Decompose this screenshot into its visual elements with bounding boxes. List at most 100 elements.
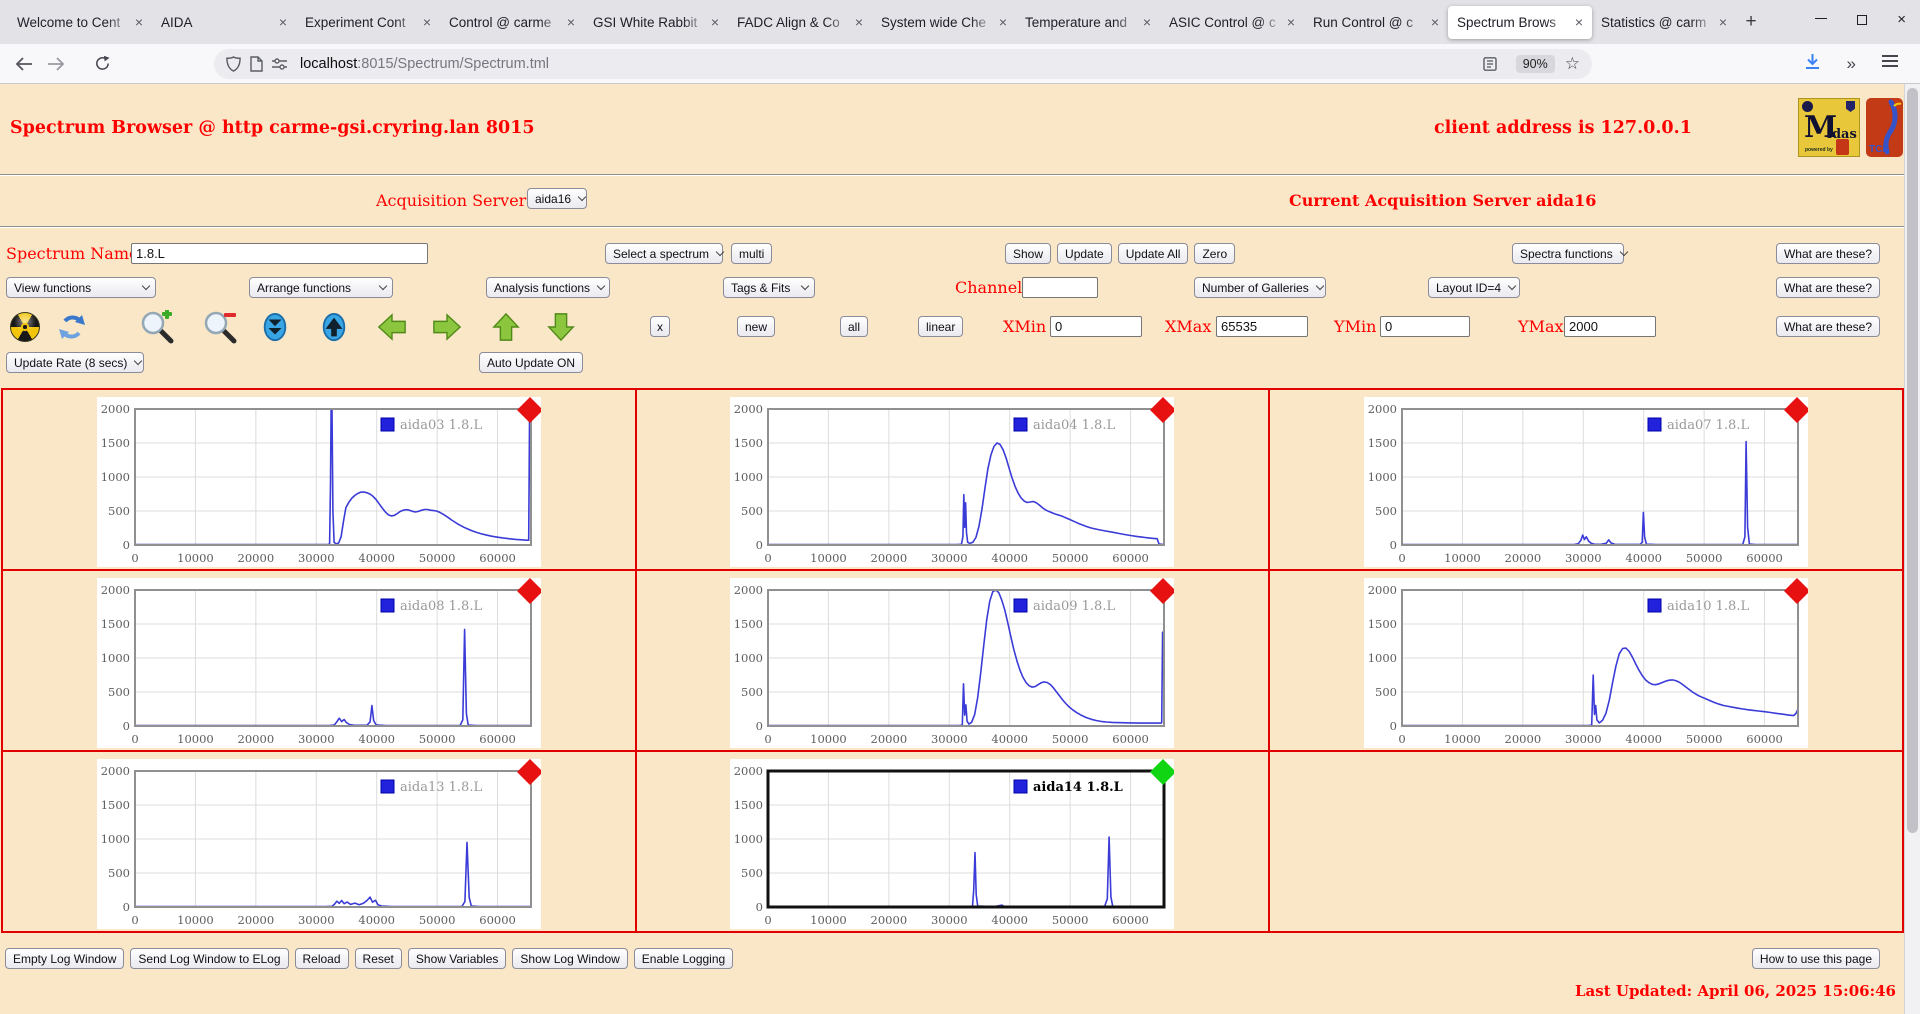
- spectrum-plot-aida08[interactable]: 0100002000030000400005000060000050010001…: [97, 578, 541, 748]
- gallery-cell-aida07[interactable]: 0100002000030000400005000060000050010001…: [1269, 389, 1903, 570]
- x-button[interactable]: x: [650, 316, 670, 337]
- ymax-input[interactable]: [1564, 316, 1656, 337]
- number-of-galleries-dropdown[interactable]: Number of Galleries: [1194, 277, 1326, 298]
- browser-tab-10[interactable]: Run Control @ c×: [1304, 6, 1448, 39]
- tags-fits-dropdown[interactable]: Tags & Fits: [723, 277, 815, 298]
- overflow-chevrons-icon[interactable]: »: [1847, 54, 1856, 74]
- arrow-up-icon[interactable]: [489, 310, 523, 344]
- arrow-left-icon[interactable]: [375, 310, 409, 344]
- zoom-level-badge[interactable]: 90%: [1516, 55, 1555, 73]
- view-functions-dropdown[interactable]: View functions: [6, 277, 156, 298]
- page-scrollbar[interactable]: [1904, 84, 1920, 1014]
- send-log-window-to-elog-button[interactable]: Send Log Window to ELog: [130, 948, 288, 969]
- reload-button[interactable]: Reload: [295, 948, 349, 969]
- radioactive-icon[interactable]: [8, 310, 42, 344]
- gallery-cell-aida03[interactable]: 0100002000030000400005000060000050010001…: [2, 389, 636, 570]
- tab-close-icon[interactable]: ×: [1143, 15, 1151, 29]
- gallery-cell-aida13[interactable]: 0100002000030000400005000060000050010001…: [2, 751, 636, 932]
- gallery-cell-aida14[interactable]: 0100002000030000400005000060000050010001…: [636, 751, 1270, 932]
- how-to-use-button[interactable]: How to use this page: [1752, 948, 1880, 969]
- analysis-functions-dropdown[interactable]: Analysis functions: [486, 277, 610, 298]
- tab-close-icon[interactable]: ×: [1575, 15, 1583, 29]
- spectrum-plot-aida03[interactable]: 0100002000030000400005000060000050010001…: [97, 397, 541, 567]
- arrow-down-icon[interactable]: [544, 310, 578, 344]
- update-all-button[interactable]: Update All: [1118, 243, 1189, 264]
- all-button[interactable]: all: [840, 316, 868, 337]
- window-maximize-icon[interactable]: [1857, 15, 1867, 25]
- tab-close-icon[interactable]: ×: [1719, 15, 1727, 29]
- gallery-cell-aida09[interactable]: 0100002000030000400005000060000050010001…: [636, 570, 1270, 751]
- arrange-functions-dropdown[interactable]: Arrange functions: [249, 277, 393, 298]
- what-are-these-button[interactable]: What are these?: [1776, 243, 1880, 264]
- spectra-functions-dropdown[interactable]: Spectra functions: [1512, 243, 1624, 264]
- window-minimize-icon[interactable]: [1815, 18, 1827, 19]
- ymin-input[interactable]: [1380, 316, 1470, 337]
- spectrum-plot-aida09[interactable]: 0100002000030000400005000060000050010001…: [730, 578, 1174, 748]
- tab-close-icon[interactable]: ×: [279, 15, 287, 29]
- gallery-cell-aida08[interactable]: 0100002000030000400005000060000050010001…: [2, 570, 636, 751]
- tab-close-icon[interactable]: ×: [711, 15, 719, 29]
- url-bar[interactable]: localhost:8015/Spectrum/Spectrum.tml 90%…: [214, 49, 1592, 79]
- zero-button[interactable]: Zero: [1194, 243, 1235, 264]
- reset-button[interactable]: Reset: [355, 948, 402, 969]
- auto-update-button[interactable]: Auto Update ON: [479, 352, 583, 373]
- browser-tab-3[interactable]: Experiment Cont×: [296, 6, 440, 39]
- forward-icon[interactable]: [40, 50, 72, 78]
- show-log-window-button[interactable]: Show Log Window: [512, 948, 627, 969]
- page-info-icon[interactable]: [250, 56, 263, 72]
- tab-close-icon[interactable]: ×: [423, 15, 431, 29]
- new-tab-button[interactable]: +: [1736, 11, 1766, 33]
- back-icon[interactable]: [8, 50, 40, 78]
- refresh-icon[interactable]: [55, 310, 89, 344]
- scroll-down-icon[interactable]: [258, 310, 292, 344]
- linear-button[interactable]: linear: [918, 316, 963, 337]
- spectrum-plot-aida13[interactable]: 0100002000030000400005000060000050010001…: [97, 759, 541, 929]
- menu-icon[interactable]: [1882, 54, 1898, 73]
- update-button[interactable]: Update: [1057, 243, 1112, 264]
- gallery-cell-aida10[interactable]: 0100002000030000400005000060000050010001…: [1269, 570, 1903, 751]
- browser-tab-12[interactable]: Statistics @ carm×: [1592, 6, 1736, 39]
- bookmark-star-icon[interactable]: ☆: [1565, 54, 1580, 74]
- scrollbar-thumb[interactable]: [1907, 88, 1918, 833]
- tab-close-icon[interactable]: ×: [1287, 15, 1295, 29]
- arrow-right-icon[interactable]: [430, 310, 464, 344]
- browser-tab-5[interactable]: GSI White Rabbit×: [584, 6, 728, 39]
- xmin-input[interactable]: [1050, 316, 1142, 337]
- downloads-icon[interactable]: [1804, 53, 1821, 75]
- tab-close-icon[interactable]: ×: [567, 15, 575, 29]
- enable-logging-button[interactable]: Enable Logging: [634, 948, 733, 969]
- browser-tab-6[interactable]: FADC Align & Co×: [728, 6, 872, 39]
- select-spectrum-dropdown[interactable]: Select a spectrum: [605, 243, 723, 264]
- tab-close-icon[interactable]: ×: [1431, 15, 1439, 29]
- spectrum-name-input[interactable]: [131, 243, 428, 264]
- browser-tab-8[interactable]: Temperature and×: [1016, 6, 1160, 39]
- zoom-out-icon[interactable]: [203, 310, 237, 344]
- tab-close-icon[interactable]: ×: [855, 15, 863, 29]
- browser-tab-4[interactable]: Control @ carme×: [440, 6, 584, 39]
- empty-log-window-button[interactable]: Empty Log Window: [5, 948, 124, 969]
- scroll-up-icon[interactable]: [317, 310, 351, 344]
- browser-tab-2[interactable]: AIDA×: [152, 6, 296, 39]
- spectrum-plot-aida14[interactable]: 0100002000030000400005000060000050010001…: [730, 759, 1174, 929]
- shield-icon[interactable]: [226, 56, 241, 72]
- reader-mode-icon[interactable]: [1483, 57, 1497, 71]
- new-button[interactable]: new: [737, 316, 775, 337]
- browser-tab-9[interactable]: ASIC Control @ c×: [1160, 6, 1304, 39]
- spectrum-plot-aida10[interactable]: 0100002000030000400005000060000050010001…: [1364, 578, 1808, 748]
- what-are-these-button[interactable]: What are these?: [1776, 316, 1880, 337]
- what-are-these-button[interactable]: What are these?: [1776, 277, 1880, 298]
- spectrum-plot-aida04[interactable]: 0100002000030000400005000060000050010001…: [730, 397, 1174, 567]
- tab-close-icon[interactable]: ×: [135, 15, 143, 29]
- xmax-input[interactable]: [1216, 316, 1308, 337]
- zoom-in-icon[interactable]: [140, 310, 174, 344]
- browser-tab-7[interactable]: System wide Che×: [872, 6, 1016, 39]
- gallery-cell-aida04[interactable]: 0100002000030000400005000060000050010001…: [636, 389, 1270, 570]
- window-close-icon[interactable]: ×: [1897, 12, 1906, 27]
- tab-close-icon[interactable]: ×: [999, 15, 1007, 29]
- browser-tab-11[interactable]: Spectrum Brows×: [1448, 6, 1592, 39]
- browser-tab-1[interactable]: Welcome to Cent×: [8, 6, 152, 39]
- acquisition-server-select[interactable]: aida16: [527, 188, 587, 209]
- layout-id-dropdown[interactable]: Layout ID=4: [1428, 277, 1520, 298]
- multi-button[interactable]: multi: [731, 243, 772, 264]
- update-rate-dropdown[interactable]: Update Rate (8 secs): [6, 352, 144, 373]
